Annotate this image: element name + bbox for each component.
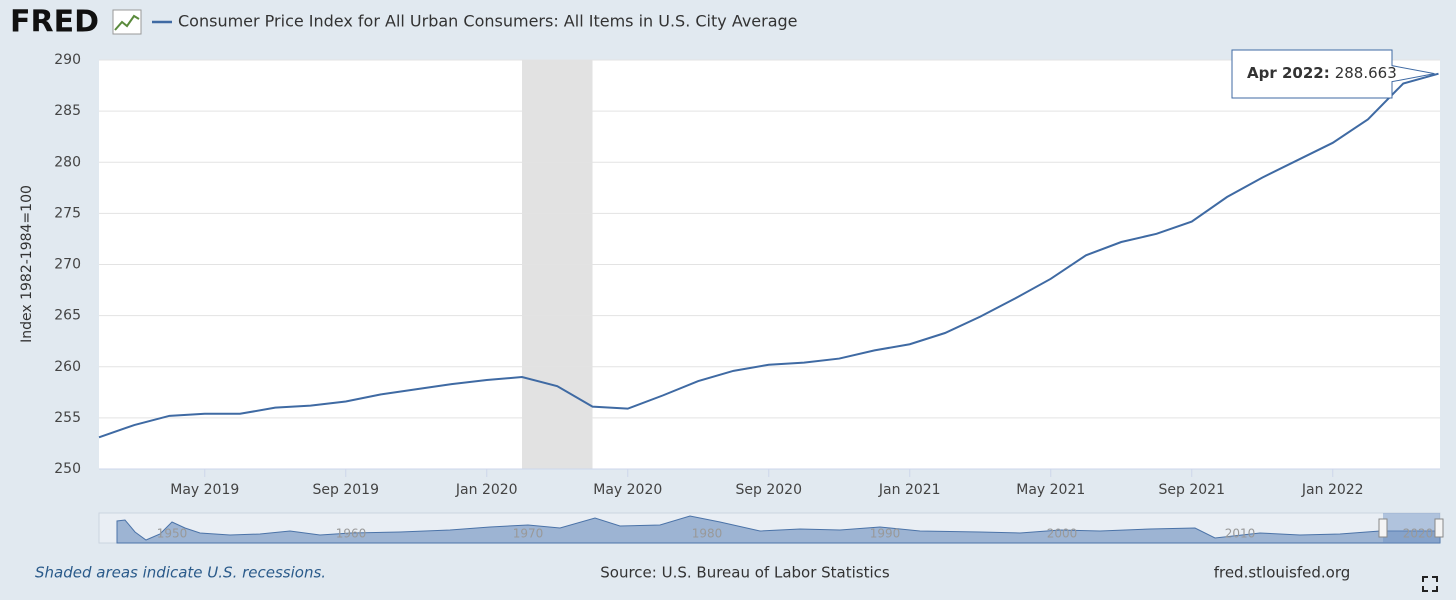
logo: FRED — [10, 5, 99, 40]
y-tick-label: 260 — [54, 359, 81, 375]
navigator — [98, 512, 1444, 544]
fullscreen-icon[interactable] — [1422, 576, 1438, 592]
navigator-label: 1990 — [870, 527, 901, 541]
x-tick-label: Jan 2021 — [878, 482, 941, 498]
tooltip-text: Apr 2022: 288.663 — [1247, 64, 1397, 82]
tooltip-box — [1231, 49, 1435, 99]
navigator-label: 1950 — [157, 527, 188, 541]
cpi-line — [98, 72, 1439, 439]
x-tick-label: May 2019 — [170, 482, 239, 498]
tooltip-value: 288.663 — [1335, 64, 1397, 82]
y-tick-label: 255 — [54, 410, 81, 426]
x-tick-label: Sep 2019 — [313, 482, 379, 498]
x-tick-label: Jan 2020 — [455, 482, 518, 498]
x-tick-label: May 2020 — [593, 482, 662, 498]
navigator-label: 2010 — [1225, 527, 1256, 541]
plot — [98, 59, 1440, 477]
navigator-label: 1980 — [692, 527, 723, 541]
navigator-labels: 1950 1960 1970 1980 1990 2000 2010 2020 — [157, 527, 1434, 541]
y-tick-label: 290 — [54, 52, 81, 68]
x-tick-label: Sep 2021 — [1159, 482, 1225, 498]
x-tick-label: Sep 2020 — [736, 482, 802, 498]
legend-label: Consumer Price Index for All Urban Consu… — [178, 12, 798, 31]
navigator-label: 2020 — [1403, 527, 1434, 541]
site-link[interactable]: fred.stlouisfed.org — [1214, 564, 1351, 582]
navigator-label: 1970 — [513, 527, 544, 541]
source: Source: U.S. Bureau of Labor Statistics — [600, 564, 890, 582]
y-tick-label: 280 — [54, 154, 81, 170]
y-tick-label: 270 — [54, 257, 81, 273]
x-tick-label: Jan 2022 — [1301, 482, 1364, 498]
navigator-label: 2000 — [1047, 527, 1078, 541]
logo-icon — [112, 9, 142, 35]
y-tick-label: 250 — [54, 461, 81, 477]
tooltip-label: Apr 2022: — [1247, 64, 1330, 82]
footnote: Shaded areas indicate U.S. recessions. — [35, 564, 326, 582]
navigator-label: 1960 — [336, 527, 367, 541]
tooltip: Apr 2022: 288.663 — [1231, 49, 1435, 99]
y-axis-label: Index 1982-1984=100 — [19, 185, 35, 343]
y-tick-label: 275 — [54, 205, 81, 221]
y-tick-label: 265 — [54, 308, 81, 324]
y-tick-label: 285 — [54, 103, 81, 119]
x-tick-label: May 2021 — [1016, 482, 1085, 498]
